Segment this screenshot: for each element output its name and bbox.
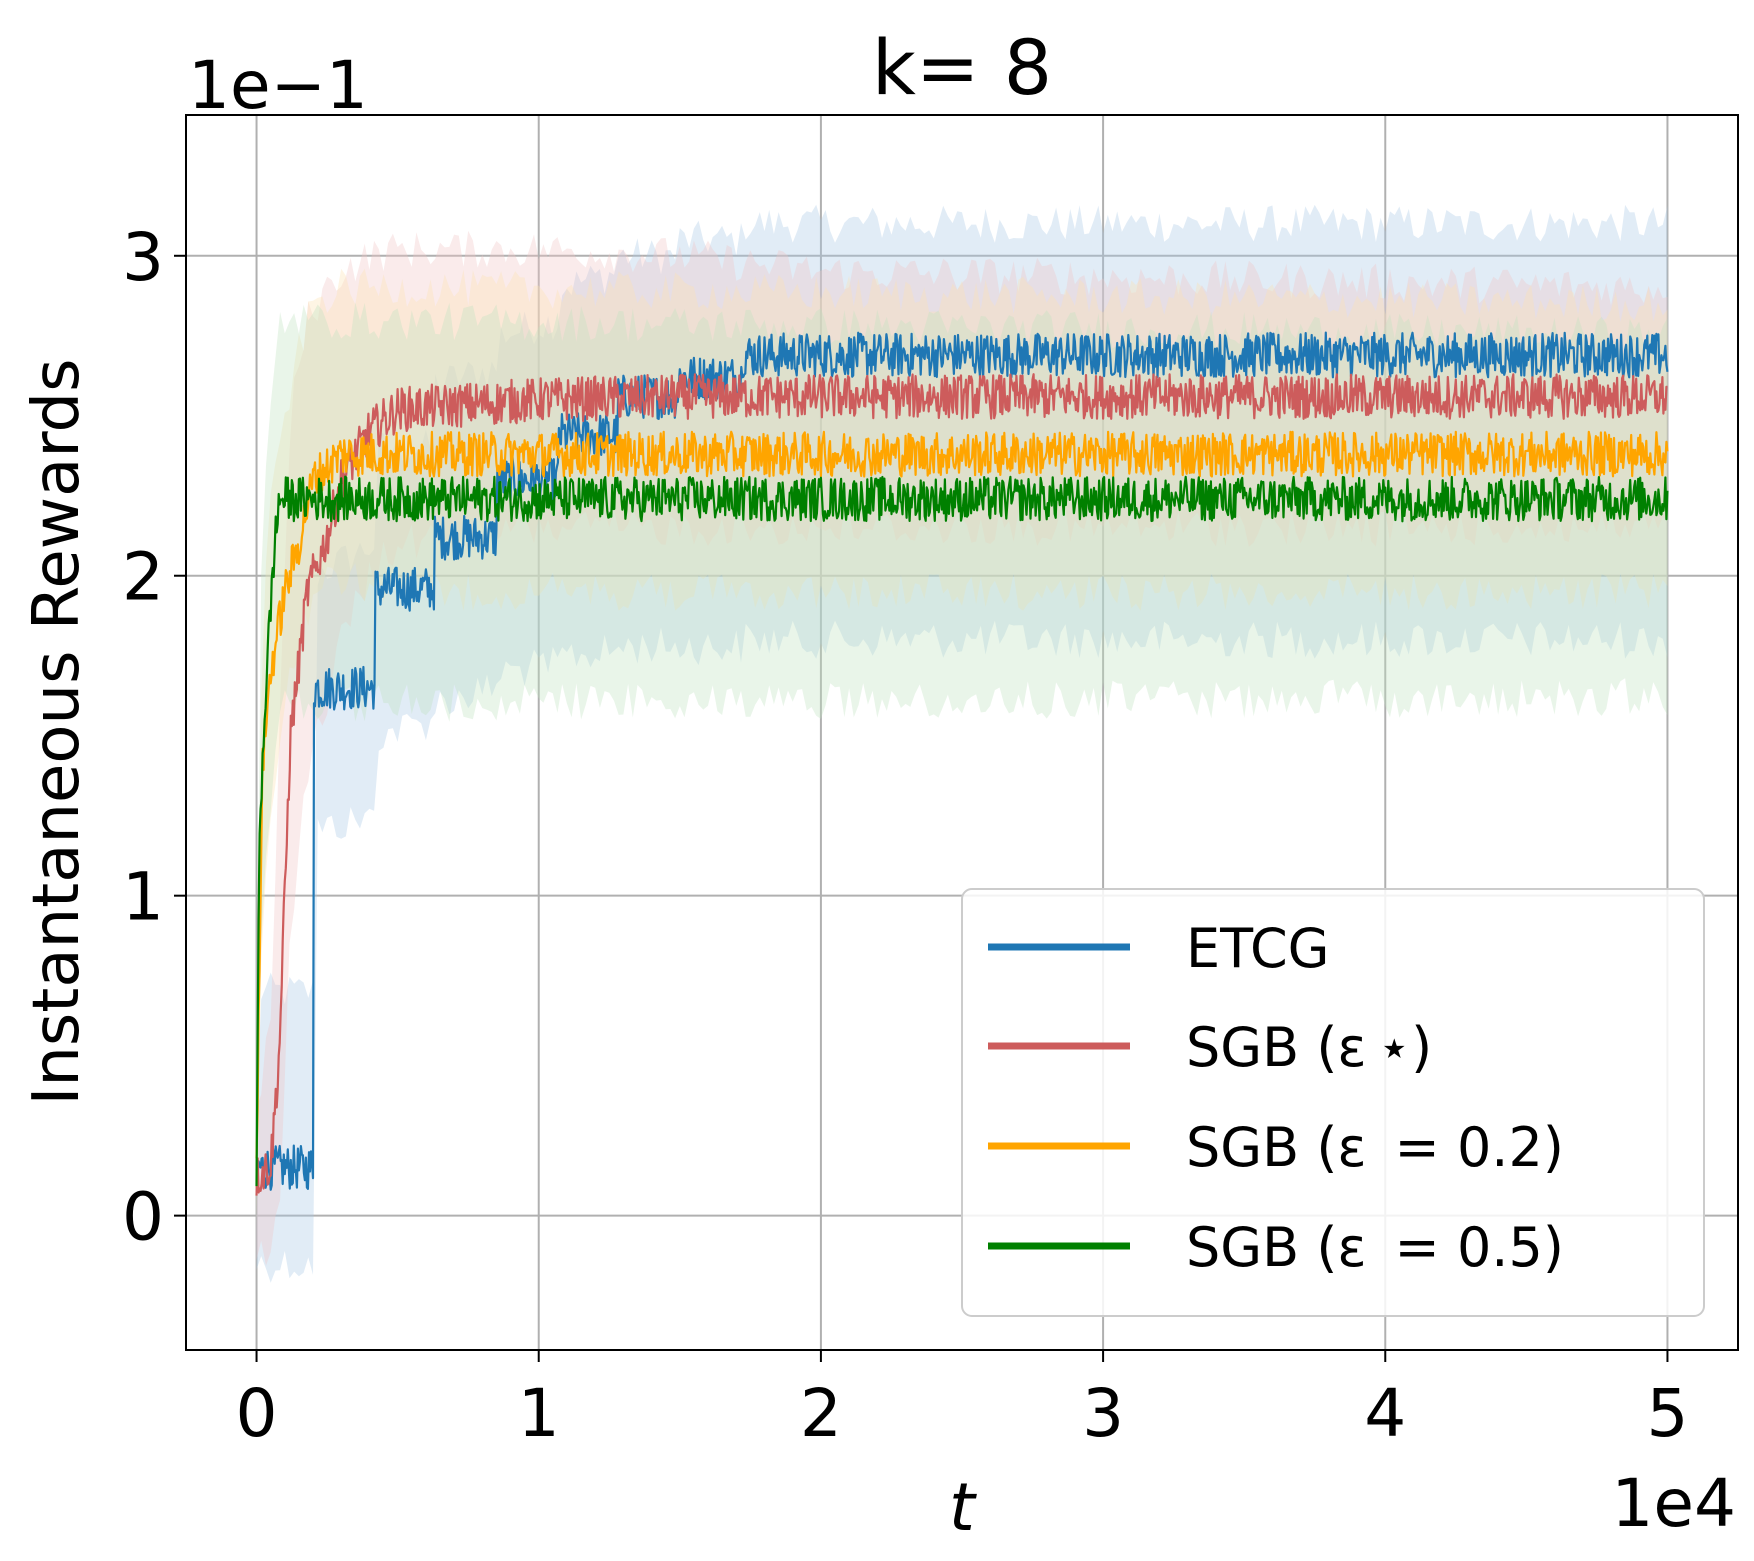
x-tick-label: 1	[518, 1375, 560, 1452]
legend: ETCG SGB (ε ⋆) SGB (ε = 0.2) SGB (ε = 0.…	[961, 888, 1705, 1317]
line-sgb-0-2	[255, 430, 1669, 1159]
x-tick-label: 2	[800, 1375, 842, 1452]
chart-title: k= 8	[872, 23, 1052, 112]
legend-label-sgb-eps-0-5: SGB (ε = 0.5)	[1186, 1216, 1564, 1279]
plot-frame	[185, 114, 1739, 1351]
x-offset-text: 1e4	[1611, 1465, 1736, 1542]
y-offset-text: 1e−1	[188, 47, 368, 124]
x-ticks: 0 1 2 3 4 5	[236, 1350, 1688, 1452]
line-sgb	[255, 373, 1668, 1196]
y-tick-label: 0	[122, 1179, 164, 1256]
y-axis-label: Instantaneous Rewards	[20, 359, 94, 1106]
legend-box	[961, 888, 1705, 1317]
legend-label-etcg: ETCG	[1186, 917, 1330, 980]
x-axis-label: t	[949, 1469, 977, 1546]
line-etcg	[255, 331, 1669, 1191]
legend-label-sgb-eps-star: SGB (ε ⋆)	[1186, 1016, 1432, 1079]
legend-label-sgb-eps-0-2: SGB (ε = 0.2)	[1186, 1116, 1564, 1179]
band-sgb	[256, 230, 1668, 1266]
y-ticks: 0 1 2 3	[122, 219, 186, 1256]
y-tick-label: 1	[122, 859, 164, 936]
y-tick-label: 3	[122, 219, 164, 296]
band-sgb-0-5	[256, 302, 1668, 1225]
x-tick-label: 0	[236, 1375, 278, 1452]
x-tick-label: 3	[1082, 1375, 1124, 1452]
series-lines	[255, 331, 1669, 1196]
y-tick-label: 2	[122, 539, 164, 616]
line-sgb-0-5	[255, 475, 1669, 1187]
x-tick-label: 5	[1646, 1375, 1688, 1452]
x-tick-label: 4	[1364, 1375, 1406, 1452]
